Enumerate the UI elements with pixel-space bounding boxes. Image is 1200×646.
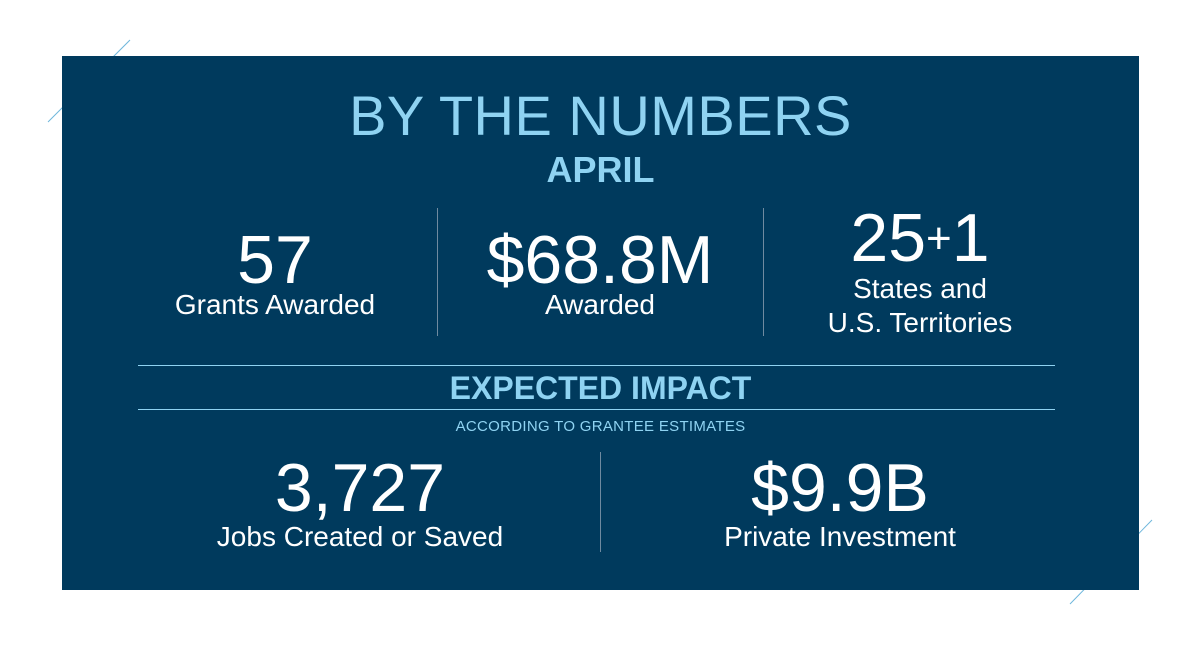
states-label-line2: U.S. Territories bbox=[827, 307, 1013, 338]
impact-heading: EXPECTED IMPACT bbox=[449, 370, 752, 406]
states-count: 25+1 bbox=[770, 202, 1070, 275]
divider-2 bbox=[763, 208, 764, 336]
divider-1 bbox=[437, 208, 438, 336]
grants-count: 57 bbox=[237, 222, 313, 298]
amount-label: Awarded bbox=[544, 289, 655, 320]
grants-label: Grants Awarded bbox=[174, 289, 376, 320]
impact-rule-bottom bbox=[138, 409, 1055, 410]
amount-awarded: $68.8M bbox=[486, 222, 714, 298]
divider-3 bbox=[600, 452, 601, 552]
page-title: BY THE NUMBERS bbox=[349, 84, 852, 147]
impact-note: ACCORDING TO GRANTEE ESTIMATES bbox=[455, 418, 746, 435]
investment-amount: $9.9B bbox=[751, 450, 929, 526]
states-count-extra: 1 bbox=[951, 200, 990, 276]
states-count-main: 25 bbox=[850, 200, 927, 276]
jobs-label: Jobs Created or Saved bbox=[216, 521, 504, 552]
jobs-count: 3,727 bbox=[274, 450, 446, 526]
plus-sign: + bbox=[926, 214, 952, 263]
impact-rule-top bbox=[138, 365, 1055, 366]
numbers-card: BY THE NUMBERS APRIL 57 Grants Awarded $… bbox=[62, 56, 1139, 590]
states-label-line1: States and bbox=[853, 273, 987, 304]
investment-label: Private Investment bbox=[724, 521, 956, 552]
month-label: APRIL bbox=[546, 149, 655, 190]
